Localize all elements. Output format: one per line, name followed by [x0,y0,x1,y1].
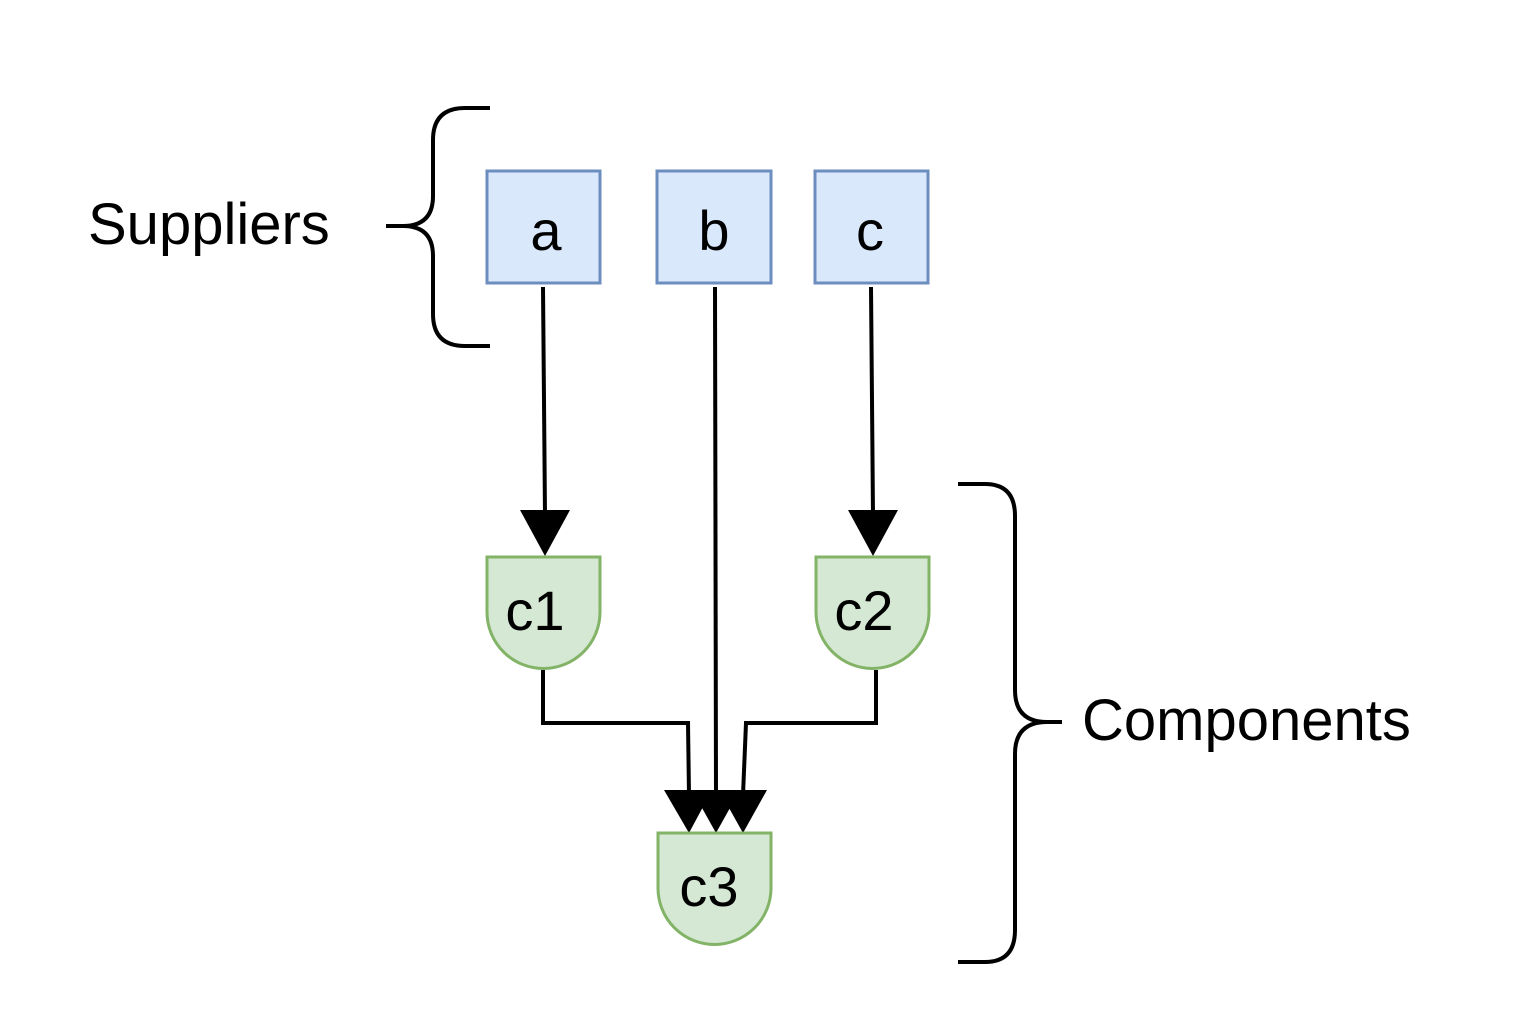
edge-c1-c3 [541,670,691,796]
component-node-c1: c1 [485,555,602,670]
supplier-label: b [698,199,729,262]
supplier-label: c [856,199,884,262]
components-label: Components [1082,688,1411,753]
component-shape [485,555,602,670]
component-shape [814,555,931,670]
edges [520,286,898,833]
edge-c-c2-arrowhead [848,510,898,556]
component-node-c2: c2 [814,555,931,670]
suppliers-label: Suppliers [88,192,330,257]
edge-c2-c3 [741,670,878,796]
supplier-box [485,169,602,285]
supplier-node-c: c [813,169,930,285]
supplier-node-b: b [655,169,773,285]
supplier-label: a [530,199,562,262]
edge-b-c3 [713,286,718,796]
supplier-box [813,169,930,285]
edge-c2-c3-arrowhead [719,790,767,833]
supplier-node-a: a [485,169,602,285]
component-node-c3: c3 [656,831,773,946]
component-label: c1 [505,579,564,642]
suppliers-brace [386,106,490,348]
components-brace [958,482,1062,964]
edge-a-c1 [541,286,547,516]
component-label: c2 [834,579,893,642]
component-label: c3 [679,855,738,918]
supplier-box [655,169,773,285]
component-shape [656,831,773,946]
edge-a-c1-arrowhead [520,510,570,556]
edge-c-c2 [869,286,875,516]
